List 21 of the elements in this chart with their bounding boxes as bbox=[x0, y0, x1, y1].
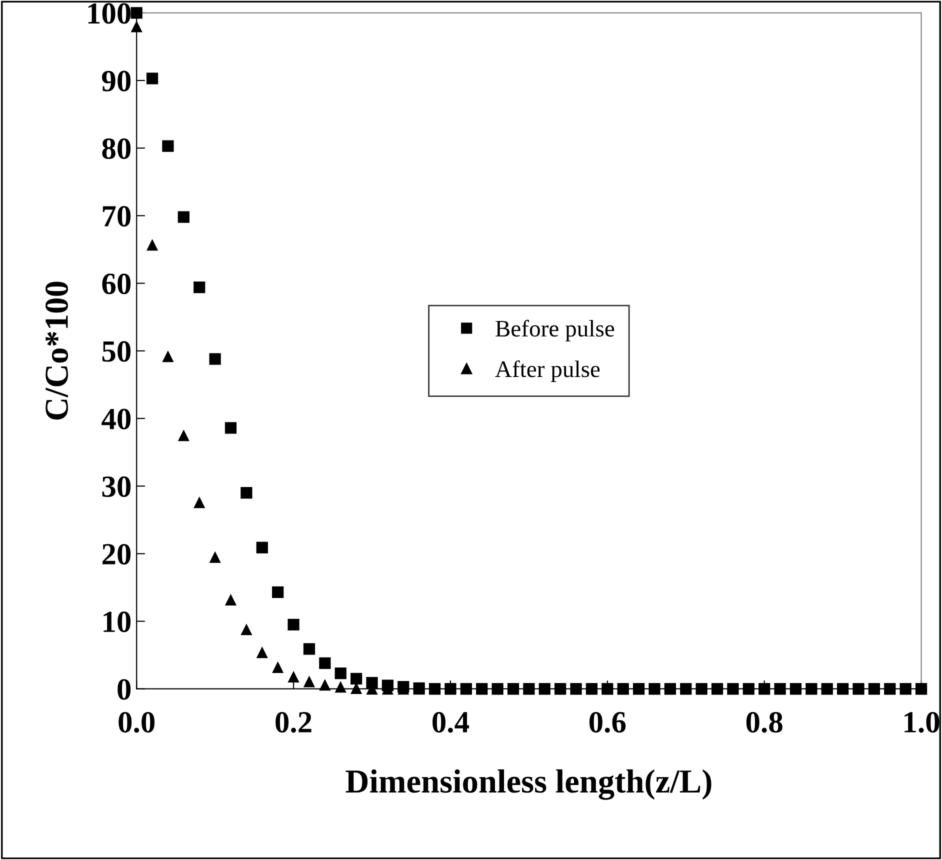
y-tick-label: 10 bbox=[104, 612, 131, 632]
y-tick-label: 50 bbox=[102, 341, 131, 362]
y-tick-label: 70 bbox=[102, 206, 131, 227]
y-tick-label: 80 bbox=[102, 138, 131, 159]
x-tick-label: 0.8 bbox=[746, 712, 782, 733]
y-tick-label: 100 bbox=[88, 3, 131, 24]
x-axis-title: Dimensionless length(z/L) bbox=[346, 769, 712, 800]
y-tick-label: 60 bbox=[102, 274, 131, 294]
x-tick-label: 1.0 bbox=[904, 712, 940, 733]
x-tick-label: 0.4 bbox=[432, 712, 469, 733]
legend-label: After pulse bbox=[495, 360, 600, 382]
y-tick-label: 90 bbox=[102, 70, 131, 92]
y-axis-title: C/Co*100 bbox=[46, 282, 68, 420]
y-tick-label: 30 bbox=[102, 476, 131, 497]
y-tick-label: 40 bbox=[102, 408, 131, 430]
legend-label: Before pulse bbox=[496, 320, 614, 342]
y-tick-label: 0 bbox=[118, 679, 131, 700]
y-tick-label: 20 bbox=[102, 544, 131, 565]
x-tick-label: 0.2 bbox=[276, 712, 312, 733]
x-tick-label: 0.6 bbox=[589, 712, 626, 733]
x-tick-label: 0.0 bbox=[118, 712, 155, 733]
